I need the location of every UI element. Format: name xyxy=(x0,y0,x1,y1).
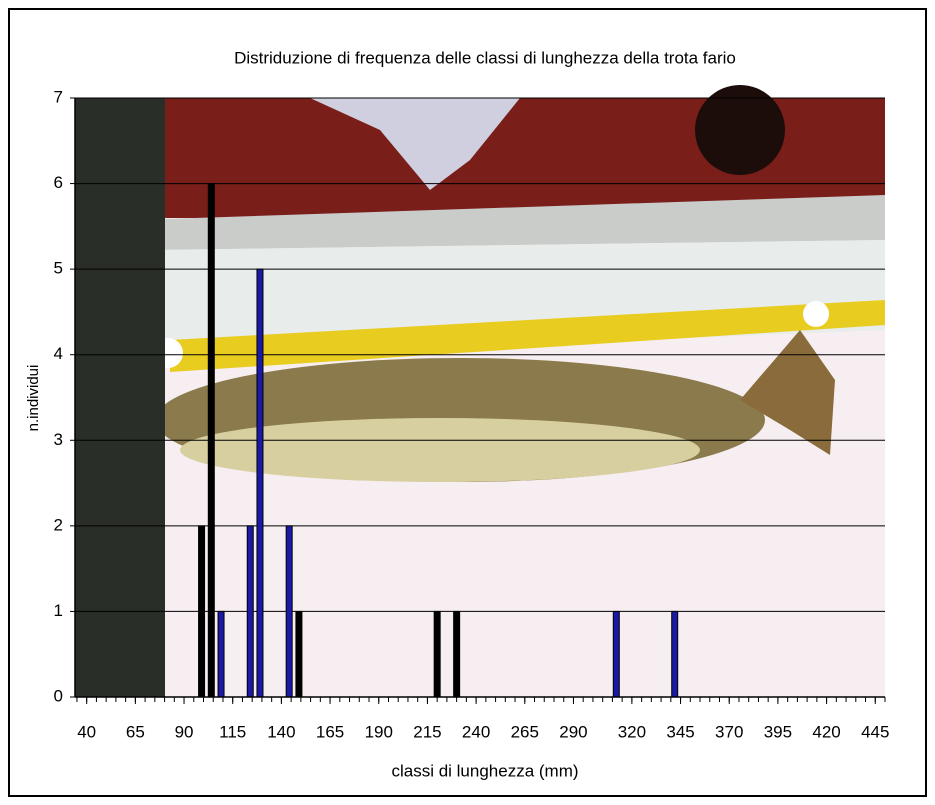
bar xyxy=(433,610,441,698)
x-tick-label: 420 xyxy=(812,722,840,741)
y-tick-label: 1 xyxy=(54,601,63,620)
bar xyxy=(285,525,293,698)
x-tick-label: 265 xyxy=(511,722,539,741)
x-tick-label: 395 xyxy=(764,722,792,741)
x-axis-title: classi di lunghezza (mm) xyxy=(391,761,578,780)
bar xyxy=(612,610,620,698)
x-tick-label: 165 xyxy=(316,722,344,741)
y-axis-title: n.individui xyxy=(25,365,42,432)
x-tick-label: 90 xyxy=(175,722,194,741)
bar xyxy=(246,525,254,698)
x-tick-label: 240 xyxy=(462,722,490,741)
bar xyxy=(207,183,215,698)
x-tick-label: 115 xyxy=(219,722,246,741)
x-tick-label: 345 xyxy=(666,722,694,741)
y-tick-label: 4 xyxy=(54,344,63,363)
x-tick-label: 370 xyxy=(715,722,743,741)
x-tick-label: 65 xyxy=(126,722,145,741)
x-tick-label: 445 xyxy=(861,722,889,741)
bar xyxy=(295,610,303,698)
y-tick-label: 7 xyxy=(54,87,63,106)
chart-title: Distriduzione di frequenza delle classi … xyxy=(234,48,736,67)
bar xyxy=(217,610,225,698)
x-tick-label: 320 xyxy=(618,722,646,741)
bar xyxy=(671,610,679,698)
bar xyxy=(256,268,264,698)
bar xyxy=(453,610,461,698)
background-photo xyxy=(75,85,885,697)
x-tick-label: 290 xyxy=(559,722,587,741)
y-tick-label: 2 xyxy=(54,515,63,534)
y-tick-label: 5 xyxy=(54,259,63,278)
x-tick-label: 215 xyxy=(413,722,441,741)
x-tick-label: 40 xyxy=(77,722,96,741)
y-tick-label: 0 xyxy=(54,686,63,705)
bar xyxy=(198,525,206,698)
y-tick-label: 3 xyxy=(54,430,63,449)
x-tick-label: 140 xyxy=(267,722,295,741)
y-tick-label: 6 xyxy=(54,173,63,192)
x-tick-label: 190 xyxy=(365,722,393,741)
